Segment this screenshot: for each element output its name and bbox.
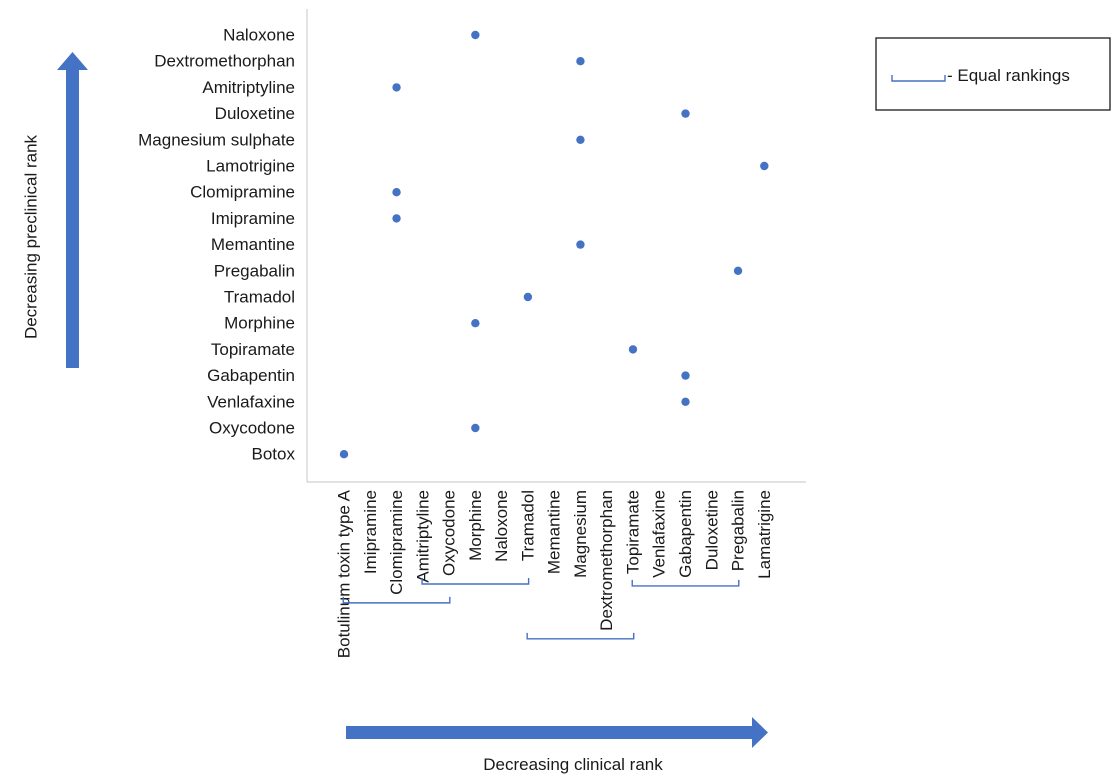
y-tick-label: Tramadol — [224, 288, 295, 307]
axes — [306, 9, 806, 483]
x-arrow-shaft — [346, 726, 752, 739]
legend-box — [875, 37, 1111, 111]
data-points — [339, 30, 769, 459]
x-tick-label: Magnesium — [571, 490, 590, 578]
data-point — [681, 397, 690, 406]
y-tick-label: Naloxone — [223, 26, 295, 45]
y-tick-label: Botox — [252, 445, 296, 464]
x-tick-label: Naloxone — [492, 490, 511, 562]
legend: - Equal rankings — [875, 37, 1111, 111]
y-arrow — [57, 52, 88, 368]
x-tick-labels: Botulinum toxin type A Imipramine Clomipra… — [335, 489, 774, 658]
data-point — [471, 30, 480, 40]
y-tick-label: Dextromethorphan — [154, 52, 295, 71]
y-arrow-head — [57, 52, 88, 70]
x-tick-label: Imipramine — [361, 490, 380, 574]
equal-ranking-bracket — [421, 578, 530, 585]
x-tick-label: Dextromethorphan — [597, 490, 616, 631]
data-point — [471, 319, 480, 328]
x-tick-label: Lamatrigine — [755, 490, 774, 579]
x-arrow — [346, 717, 768, 748]
x-axis-title: Decreasing clinical rank — [483, 755, 663, 774]
x-tick-label: Topiramate — [623, 490, 642, 574]
data-point — [392, 214, 401, 223]
data-point — [760, 161, 769, 171]
y-tick-label: Memantine — [211, 235, 295, 254]
x-tick-label: Botulinum toxin type A — [335, 489, 354, 658]
equal-ranking-bracket — [526, 632, 635, 640]
x-tick-label: Amitriptyline — [413, 490, 432, 583]
equal-ranking-brackets — [342, 578, 740, 640]
data-point — [628, 345, 638, 354]
legend-label: - Equal rankings — [947, 66, 1070, 85]
x-tick-label: Oxycodone — [440, 490, 459, 576]
y-tick-label: Pregabalin — [214, 261, 295, 280]
y-tick-label: Clomipramine — [190, 183, 295, 202]
y-tick-labels: Botox Oxycodone Venlafaxine Gabapentin Topir… — [138, 26, 295, 464]
data-point — [471, 423, 480, 433]
equal-ranking-bracket — [342, 596, 451, 604]
data-point — [576, 57, 585, 66]
data-point — [576, 240, 585, 249]
x-tick-label: Tramadol — [518, 490, 537, 561]
data-point — [392, 188, 401, 197]
y-tick-label: Magnesium sulphate — [138, 130, 295, 149]
data-point — [681, 371, 690, 380]
y-tick-label: Topiramate — [211, 340, 295, 359]
y-tick-label: Duloxetine — [215, 104, 295, 123]
data-point — [681, 109, 690, 118]
y-arrow-shaft — [66, 70, 79, 368]
data-point — [576, 135, 585, 144]
x-tick-label: Venlafaxine — [650, 490, 669, 578]
y-tick-label: Amitriptyline — [202, 78, 295, 97]
data-point — [733, 266, 743, 275]
y-axis-title: Decreasing preclinical rank — [21, 134, 40, 339]
y-tick-label: Morphine — [224, 314, 295, 333]
y-tick-label: Venlafaxine — [207, 392, 295, 411]
y-tick-label: Oxycodone — [209, 419, 295, 438]
x-arrow-head — [752, 717, 768, 748]
legend-bracket-icon — [891, 75, 946, 82]
y-tick-label: Imipramine — [211, 209, 295, 228]
x-tick-label: Gabapentin — [676, 490, 695, 578]
y-tick-label: Gabapentin — [207, 366, 295, 385]
x-tick-label: Memantine — [545, 490, 564, 574]
data-point — [392, 83, 401, 92]
data-point — [339, 450, 349, 459]
x-tick-label: Morphine — [466, 490, 485, 561]
x-tick-label: Duloxetine — [702, 490, 721, 570]
y-tick-label: Lamotrigine — [206, 157, 295, 176]
x-tick-label: Pregabalin — [729, 490, 748, 571]
data-point — [523, 292, 533, 302]
x-tick-label: Clomipramine — [387, 490, 406, 595]
equal-ranking-bracket — [631, 579, 740, 587]
